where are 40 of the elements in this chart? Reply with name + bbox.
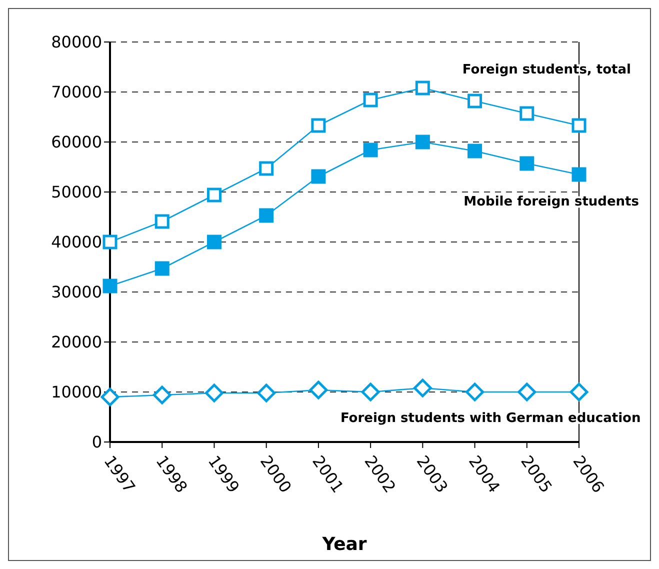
point	[206, 234, 222, 250]
y-tick-label: 10000	[51, 382, 102, 402]
point	[102, 234, 118, 250]
y-tick-label: 50000	[51, 182, 102, 202]
point	[259, 161, 274, 176]
point	[572, 118, 586, 133]
point	[415, 80, 430, 96]
point	[259, 208, 274, 223]
point	[466, 382, 484, 402]
point	[363, 92, 378, 108]
point	[154, 214, 170, 229]
point	[413, 378, 432, 398]
point	[311, 169, 326, 184]
x-axis-title: Year	[321, 534, 367, 555]
y-tick-label: 20000	[51, 332, 102, 352]
y-tick-label: 70000	[51, 82, 102, 102]
point	[468, 144, 482, 158]
y-tick-label: 80000	[51, 32, 102, 52]
point	[154, 261, 170, 276]
point	[363, 142, 378, 158]
point	[518, 382, 536, 402]
point	[361, 382, 380, 402]
point	[468, 94, 482, 108]
point	[257, 384, 276, 402]
point	[309, 380, 328, 400]
point	[204, 384, 224, 402]
y-tick-label: 0	[92, 432, 102, 452]
y-tick-label: 30000	[51, 282, 102, 302]
y-tick-label: 40000	[51, 232, 102, 252]
point	[102, 278, 118, 294]
point	[206, 188, 222, 202]
point	[570, 382, 588, 402]
point	[100, 388, 120, 406]
point	[520, 156, 534, 171]
y-tick-label: 60000	[51, 132, 102, 152]
point	[311, 118, 326, 133]
point	[152, 386, 172, 404]
point	[520, 106, 534, 121]
point	[415, 134, 430, 150]
point	[572, 167, 586, 182]
